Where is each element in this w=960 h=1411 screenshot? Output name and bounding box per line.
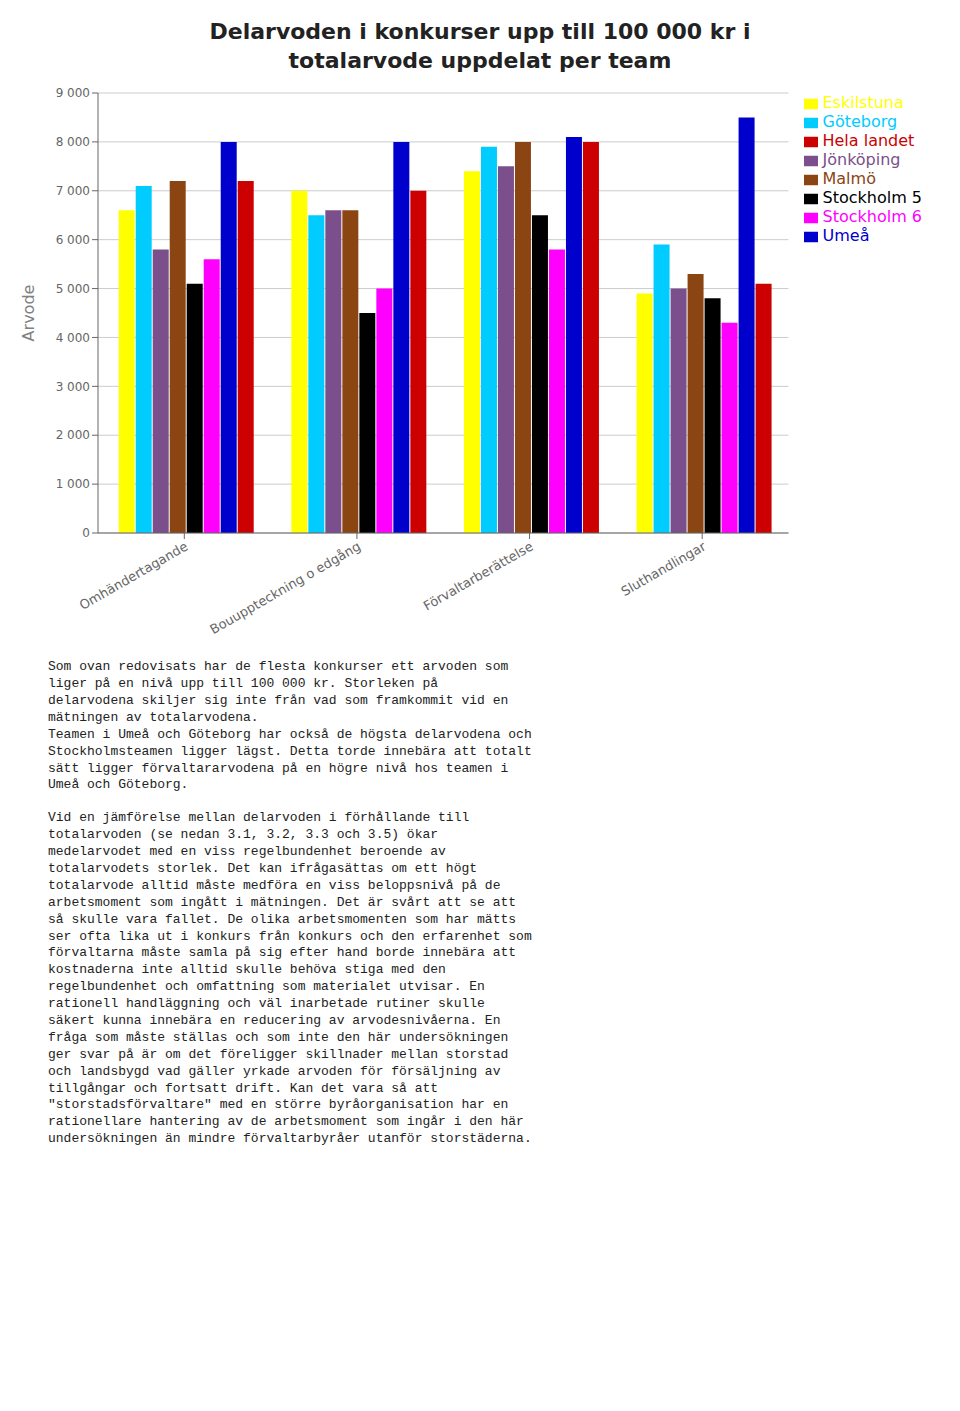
html-text:Som ovan redovisats har de fle: Som ovan redovisats har de flesta konkur…: [48, 659, 532, 793]
html-text:Eskilstuna: Eskilstuna: [822, 93, 904, 113]
html-text:Göteborg: Göteborg: [822, 112, 898, 132]
svg-text:0: 0: [82, 526, 90, 540]
svg-text:7 000: 7 000: [56, 184, 90, 198]
svg-text:3 000: 3 000: [56, 380, 90, 394]
svg-text:4 000: 4 000: [56, 331, 90, 345]
html-text:Vid en jämförelse mellan delar: Vid en jämförelse mellan delarvoden i fö…: [48, 810, 532, 1147]
svg-text:6 000: 6 000: [56, 233, 90, 247]
html-text:Malmö: Malmö: [822, 169, 876, 189]
svg-text:5 000: 5 000: [56, 282, 90, 296]
html-text:Stockholm 5: Stockholm 5: [822, 188, 922, 208]
html-text:Delarvoden i konkurser upp til: Delarvoden i konkurser upp till 100 000 …: [209, 19, 751, 73]
html-text:Umeå: Umeå: [822, 226, 870, 246]
html-text:Jönköping: Jönköping: [822, 150, 901, 170]
svg-text:Förvaltarberättelse: Förvaltarberättelse: [421, 539, 536, 614]
svg-text:Arvode: Arvode: [19, 285, 38, 342]
svg-text:2 000: 2 000: [56, 429, 90, 443]
svg-text:8 000: 8 000: [56, 135, 90, 149]
svg-text:Omhändertagande: Omhändertagande: [77, 539, 191, 613]
svg-text:Sluthandlingar: Sluthandlingar: [619, 538, 709, 599]
html-text:Stockholm 6: Stockholm 6: [822, 207, 922, 227]
svg-text:1 000: 1 000: [56, 478, 90, 492]
svg-text:9 000: 9 000: [56, 86, 90, 100]
svg-text:Bouuppteckning o edgång: Bouuppteckning o edgång: [207, 539, 363, 638]
html-text:Hela landet: Hela landet: [822, 131, 915, 151]
